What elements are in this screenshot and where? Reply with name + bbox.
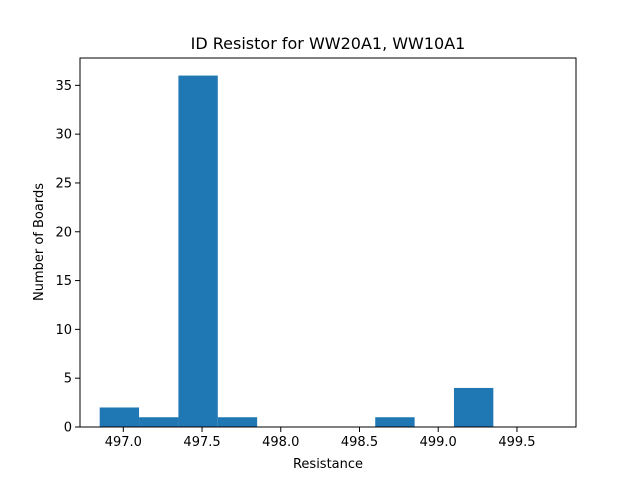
- histogram-bar-7: [375, 417, 415, 427]
- y-tick-label: 25: [55, 176, 72, 191]
- y-tick-label: 35: [55, 79, 72, 94]
- x-axis-label: Resistance: [293, 457, 363, 472]
- y-tick-label: 20: [55, 225, 72, 240]
- histogram-bar-2: [178, 75, 218, 427]
- plot-frame: [79, 57, 577, 428]
- bars-group: [99, 75, 494, 427]
- y-tick-label: 30: [55, 128, 72, 143]
- x-tick-label: 498.0: [262, 435, 299, 450]
- y-axis-label: Number of Boards: [32, 183, 47, 301]
- x-tick-label: 499.5: [498, 435, 535, 450]
- chart-title: ID Resistor for WW20A1, WW10A1: [191, 34, 466, 53]
- histogram-bar-0: [99, 407, 140, 427]
- x-tick-label: 499.0: [420, 435, 457, 450]
- y-tick-label: 10: [55, 323, 72, 338]
- x-tick-label: 497.5: [183, 435, 220, 450]
- x-tick-label: 497.0: [105, 435, 142, 450]
- y-tick-label: 15: [55, 274, 72, 289]
- histogram-bar-9: [453, 387, 494, 427]
- histogram-bar-1: [139, 417, 179, 427]
- y-tick-label: 0: [64, 421, 72, 436]
- x-tick-label: 498.5: [341, 435, 378, 450]
- y-axis: 0 5 10 15 20 25 30 35: [55, 79, 80, 436]
- histogram-bar-3: [217, 417, 258, 427]
- y-tick-label: 5: [64, 372, 72, 387]
- x-axis: 497.0 497.5 498.0 498.5 499.0 499.5: [105, 427, 536, 450]
